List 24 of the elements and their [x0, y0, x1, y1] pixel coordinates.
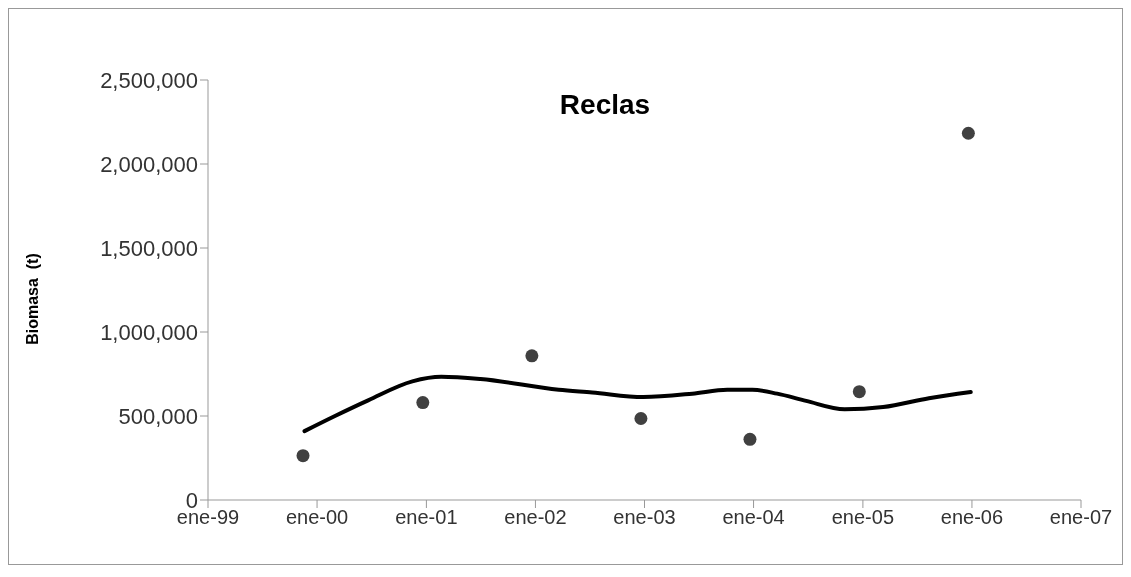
point — [416, 396, 430, 410]
y-tick-label: 1,500,000 — [100, 235, 198, 261]
y-tick-label: 2,000,000 — [100, 151, 198, 177]
x-tick-label: ene-00 — [285, 506, 349, 529]
y-tick-label: 0 — [185, 487, 198, 513]
y-tick-label: 2,500,000 — [100, 67, 198, 93]
x-tick-label: ene-07 — [1049, 506, 1113, 529]
point — [525, 349, 539, 363]
point — [634, 412, 648, 426]
line-series — [302, 374, 973, 434]
point — [852, 385, 866, 399]
y-axis-title: Biomasa (t) — [24, 253, 42, 345]
x-tick-label: ene-05 — [831, 506, 895, 529]
y-tick-label: 500,000 — [118, 403, 198, 429]
point — [296, 449, 310, 463]
chart-title: Reclas — [558, 89, 652, 121]
x-tick-label: ene-02 — [504, 506, 567, 529]
x-tick-label: ene-06 — [940, 506, 1004, 529]
point — [743, 432, 757, 446]
point — [961, 126, 975, 140]
y-tick-label: 1,000,000 — [100, 319, 198, 345]
x-tick-label: ene-03 — [613, 506, 676, 529]
x-tick-label: ene-01 — [395, 506, 458, 529]
x-tick-label: ene-04 — [722, 506, 785, 529]
